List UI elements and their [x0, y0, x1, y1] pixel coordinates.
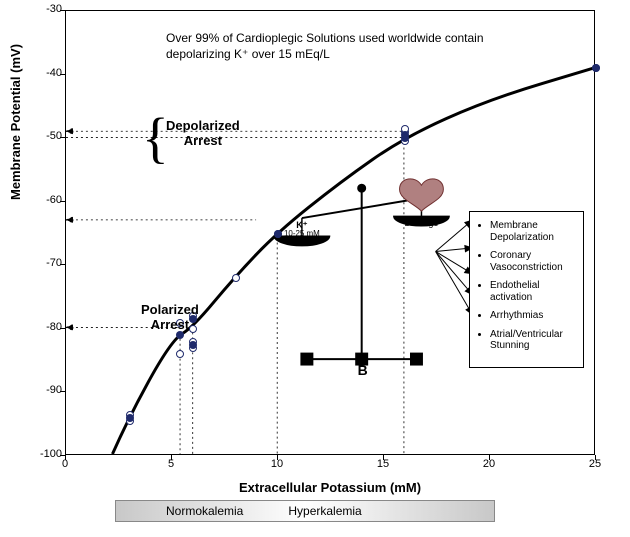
- data-point: [274, 230, 282, 238]
- data-point: [189, 341, 197, 349]
- data-point: [176, 350, 184, 358]
- svg-text:{: {: [142, 108, 169, 170]
- plot-area: Over 99% of Cardioplegic Solutions used …: [65, 10, 595, 455]
- legend-item: Membrane Depolarization: [490, 220, 575, 243]
- y-axis-label: Membrane Potential (mV): [8, 44, 23, 200]
- hyperkalemia-label: Hyperkalemia: [288, 504, 361, 518]
- normokalemia-label: Normokalemia: [166, 504, 243, 518]
- data-point: [232, 274, 240, 282]
- y-tick: -80: [22, 321, 62, 333]
- data-point: [592, 64, 600, 72]
- depolarized-arrest-label: DepolarizedArrest: [166, 119, 240, 149]
- legend-item: Arrhythmias: [490, 310, 575, 322]
- x-axis-label: Extracellular Potassium (mM): [65, 480, 595, 495]
- y-tick: -70: [22, 257, 62, 269]
- svg-text:Damage: Damage: [405, 218, 439, 228]
- data-point: [126, 414, 134, 422]
- legend-item: Endothelial activation: [490, 280, 575, 303]
- svg-text:10-25 mM: 10-25 mM: [284, 229, 320, 238]
- polarized-arrest-label: PolarizedArrest: [141, 303, 199, 333]
- y-tick: -30: [22, 3, 62, 15]
- svg-text:B: B: [358, 362, 368, 378]
- y-tick: -60: [22, 194, 62, 206]
- y-tick: -40: [22, 67, 62, 79]
- legend-item: Atrial/Ventricular Stunning: [490, 329, 575, 352]
- legend-item: Coronary Vasoconstriction: [490, 250, 575, 273]
- y-tick: -50: [22, 130, 62, 142]
- data-point: [401, 131, 409, 139]
- y-tick: -90: [22, 384, 62, 396]
- kalemia-bar: Normokalemia Hyperkalemia: [115, 500, 495, 522]
- effects-legend: Membrane Depolarization Coronary Vasocons…: [469, 211, 584, 368]
